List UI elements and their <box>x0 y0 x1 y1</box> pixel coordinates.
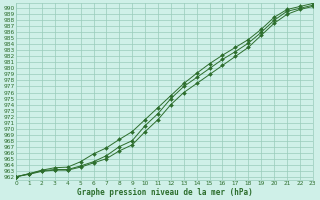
X-axis label: Graphe pression niveau de la mer (hPa): Graphe pression niveau de la mer (hPa) <box>76 188 252 197</box>
